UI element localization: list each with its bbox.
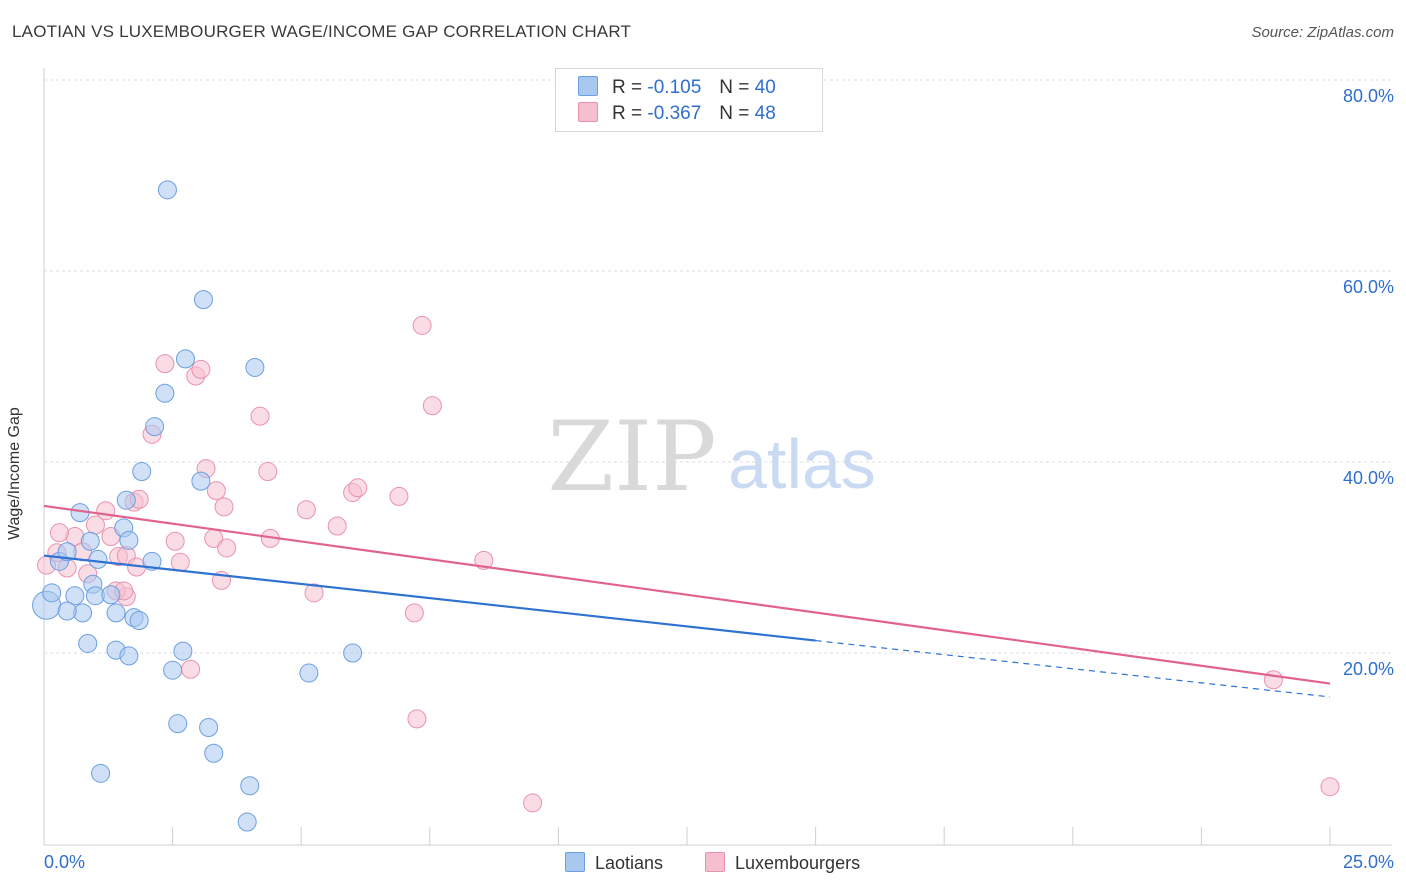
x-tick-label-max: 25.0% <box>1342 852 1394 872</box>
bottom-legend-laotians: Laotians <box>565 852 663 874</box>
luxembourger-point-7 <box>96 501 116 521</box>
luxembourger-legend-swatch <box>705 852 725 872</box>
laotian-point-29 <box>78 633 98 653</box>
luxembourger-point-39 <box>412 315 432 335</box>
y-tick-label-80: 80.0% <box>1342 86 1394 106</box>
legend-r-value-2: -0.367 <box>647 103 702 124</box>
laotian-point-21 <box>155 383 175 403</box>
laotian-swatch <box>578 76 598 96</box>
correlation-legend: R = -0.105 N = 40 R = -0.367 N = 48 <box>555 68 823 132</box>
luxembourger-point-37 <box>404 603 424 623</box>
laotian-point-18 <box>132 462 152 482</box>
legend-n-value-2: 48 <box>754 103 776 124</box>
laotian-point-37 <box>299 663 319 683</box>
watermark-zip: ZIP <box>547 401 716 513</box>
luxembourger-point-40 <box>422 396 442 416</box>
laotian-point-31 <box>57 601 77 621</box>
watermark-atlas: atlas <box>728 425 876 503</box>
luxembourger-point-19 <box>170 552 190 572</box>
laotian-point-24 <box>193 290 213 310</box>
luxembourger-point-42 <box>181 659 201 679</box>
legend-label-luxembourgers: Luxembourgers <box>735 853 861 873</box>
legend-r-label-2: R = <box>612 103 643 124</box>
y-tick-label-60: 60.0% <box>1342 277 1394 297</box>
luxembourger-point-43 <box>523 793 543 813</box>
legend-n-label-2: N = <box>719 103 750 124</box>
chart-title: LAOTIAN VS LUXEMBOURGER WAGE/INCOME GAP … <box>12 22 632 41</box>
legend-r-value-1: -0.105 <box>647 77 702 98</box>
laotian-point-6 <box>88 549 108 569</box>
luxembourger-point-46 <box>49 523 69 543</box>
laotian-point-1 <box>42 583 62 603</box>
luxembourger-point-21 <box>191 359 211 379</box>
trend-lines <box>43 504 1331 698</box>
laotian-point-34 <box>204 743 224 763</box>
luxembourger-point-27 <box>217 538 237 558</box>
luxembourger-swatch <box>578 102 598 122</box>
laotian-point-12 <box>106 603 126 623</box>
laotian-point-32 <box>168 714 188 734</box>
y-tick-label-40: 40.0% <box>1342 468 1394 488</box>
luxembourger-point-35 <box>348 478 368 498</box>
laotian-point-22 <box>157 180 177 200</box>
laotian-point-19 <box>116 490 136 510</box>
luxembourger-point-38 <box>407 709 427 729</box>
axes <box>43 68 1392 846</box>
y-tick-label-20: 20.0% <box>1342 659 1394 679</box>
luxembourger-point-18 <box>165 531 185 551</box>
laotian-point-30 <box>119 646 139 666</box>
source-credit: Source: ZipAtlas.com <box>1251 24 1394 41</box>
luxembourger-point-26 <box>214 497 234 517</box>
legend-n-label-1: N = <box>719 77 750 98</box>
luxembourger-point-41 <box>474 550 494 570</box>
laotian-trend-line <box>43 554 816 642</box>
laotian-point-35 <box>91 763 111 783</box>
laotian-point-39 <box>240 776 260 796</box>
laotian-point-3 <box>57 542 77 562</box>
luxembourger-point-17 <box>155 354 175 374</box>
laotian-point-9 <box>65 586 85 606</box>
laotian-point-33 <box>199 717 219 737</box>
laotian-point-17 <box>142 551 162 571</box>
laotian-trend-extension <box>815 639 1331 698</box>
laotian-point-11 <box>101 585 121 605</box>
laotian-point-26 <box>173 641 193 661</box>
laotian-point-25 <box>191 471 211 491</box>
legend-n-value-1: 40 <box>754 77 776 98</box>
laotian-legend-swatch <box>565 852 585 872</box>
luxembourger-point-44 <box>1263 670 1283 690</box>
laotian-point-5 <box>80 531 100 551</box>
laotian-point-36 <box>245 357 265 377</box>
legend-row-luxembourgers: R = -0.367 N = 48 <box>578 102 776 126</box>
bottom-legend-luxembourgers: Luxembourgers <box>705 852 860 874</box>
x-tick-label-min: 0.0% <box>44 852 86 872</box>
luxembourger-point-32 <box>304 583 324 603</box>
gridlines <box>44 79 1392 654</box>
legend-label-laotians: Laotians <box>595 853 664 873</box>
laotian-point-23 <box>175 349 195 369</box>
laotian-point-40 <box>237 812 257 832</box>
luxembourger-point-28 <box>250 406 270 426</box>
legend-row-laotians: R = -0.105 N = 40 <box>578 76 776 100</box>
luxembourger-point-31 <box>296 500 316 520</box>
laotian-point-20 <box>145 417 165 437</box>
luxembourger-point-24 <box>206 481 226 501</box>
laotian-point-27 <box>163 660 183 680</box>
laotian-point-16 <box>129 611 149 631</box>
legend-r-label-1: R = <box>612 77 643 98</box>
luxembourger-point-29 <box>258 462 278 482</box>
luxembourger-point-45 <box>1320 777 1340 797</box>
luxembourger-point-36 <box>389 486 409 506</box>
laotian-point-14 <box>119 530 139 550</box>
laotian-point-38 <box>343 643 363 663</box>
luxembourger-point-33 <box>327 516 347 536</box>
watermark: ZIP atlas <box>547 401 876 513</box>
luxembourger-trend-line <box>43 504 1331 685</box>
data-points <box>32 180 1340 832</box>
